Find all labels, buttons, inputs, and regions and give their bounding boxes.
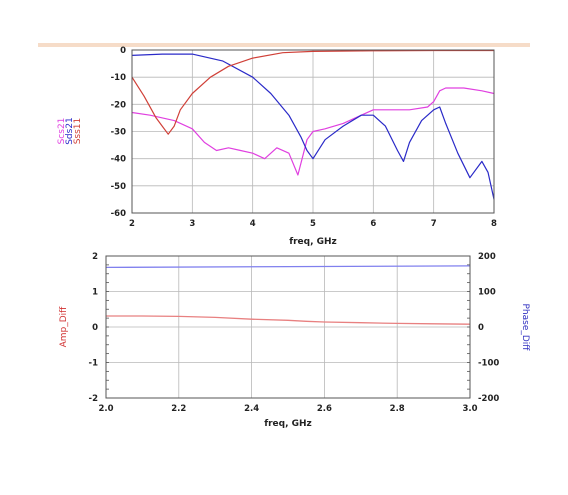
top-y-tick-label: -40 <box>111 155 126 165</box>
legend-entry-sss11: Sss11 <box>73 118 83 145</box>
bottom-left-tick-label: 0 <box>92 323 98 333</box>
top-x-tick-label: 7 <box>431 219 437 229</box>
top-x-tick-label: 8 <box>491 219 497 229</box>
bottom-right-tick-label: 100 <box>478 288 496 298</box>
bottom-left-tick-label: 2 <box>92 252 98 262</box>
bottom-x-tick-label: 2.2 <box>171 404 186 414</box>
bottom-x-axis-label: freq, GHz <box>264 419 312 429</box>
series-line-amp-diff <box>106 315 471 325</box>
bottom-grid <box>105 255 471 399</box>
top-y-tick-label: -10 <box>111 73 126 83</box>
bottom-x-tick-label: 2.4 <box>244 404 259 414</box>
bottom-left-tick-label: 1 <box>92 288 98 298</box>
top-y-tick-label: -30 <box>111 128 126 138</box>
bottom-left-tick-label: -1 <box>89 359 99 369</box>
bottom-right-tick-label: 0 <box>478 323 484 333</box>
bottom-x-tick-labels: 2.0 2.2 2.4 2.6 2.8 3.0 <box>98 404 477 414</box>
bottom-x-tick-label: 3.0 <box>462 404 477 414</box>
bottom-right-tick-label: 200 <box>478 252 496 262</box>
top-x-tick-label: 4 <box>250 219 256 229</box>
top-y-tick-label: -20 <box>111 100 126 110</box>
top-plot-frame <box>131 49 495 214</box>
top-x-tick-label: 5 <box>310 219 316 229</box>
bottom-right-tick-labels: 200 100 0 -100 -200 <box>478 252 499 404</box>
bottom-plot-frame <box>105 255 471 399</box>
top-y-tick-label: -60 <box>111 209 126 219</box>
phase-diff-axis-label: Phase_Diff <box>520 303 530 351</box>
bottom-left-tick-label: -2 <box>89 394 99 404</box>
amp-diff-axis-label: Amp_Diff <box>59 306 69 348</box>
top-x-tick-labels: 2 3 4 5 6 7 8 <box>129 219 497 229</box>
bottom-right-tick-label: -100 <box>478 359 499 369</box>
header-rule <box>38 43 530 47</box>
bottom-x-tick-label: 2.8 <box>390 404 405 414</box>
series-line-sds21 <box>131 53 495 200</box>
series-line-sss11 <box>131 49 494 135</box>
bottom-x-tick-label: 2.6 <box>317 404 332 414</box>
top-x-tick-label: 6 <box>370 219 376 229</box>
top-y-tick-label: 0 <box>120 46 126 56</box>
legend-entry-sds21: Sds21 <box>65 117 75 145</box>
top-series-group <box>131 49 495 200</box>
top-y-tick-label: -50 <box>111 182 126 192</box>
bottom-chart: 2 1 0 -1 -2 200 100 0 -100 -200 2.0 2.2 2.4 2.6 2.8 3… <box>59 252 530 429</box>
series-line-scs21 <box>131 87 495 176</box>
top-x-axis-label: freq, GHz <box>289 237 337 247</box>
bottom-series-group <box>105 265 471 325</box>
top-x-tick-label: 3 <box>189 219 195 229</box>
legend-entry-scs21: Scs21 <box>57 118 67 145</box>
series-line-phase-diff <box>105 265 471 269</box>
top-x-tick-label: 2 <box>129 219 135 229</box>
top-chart: 0 -10 -20 -30 -40 -50 -60 2 3 4 5 6 7 8 freq, GHz Sc… <box>57 46 497 247</box>
bottom-x-tick-label: 2.0 <box>98 404 113 414</box>
bottom-left-tick-labels: 2 1 0 -1 -2 <box>89 252 99 404</box>
top-y-tick-labels: 0 -10 -20 -30 -40 -50 -60 <box>111 46 126 219</box>
bottom-right-tick-label: -200 <box>478 394 499 404</box>
